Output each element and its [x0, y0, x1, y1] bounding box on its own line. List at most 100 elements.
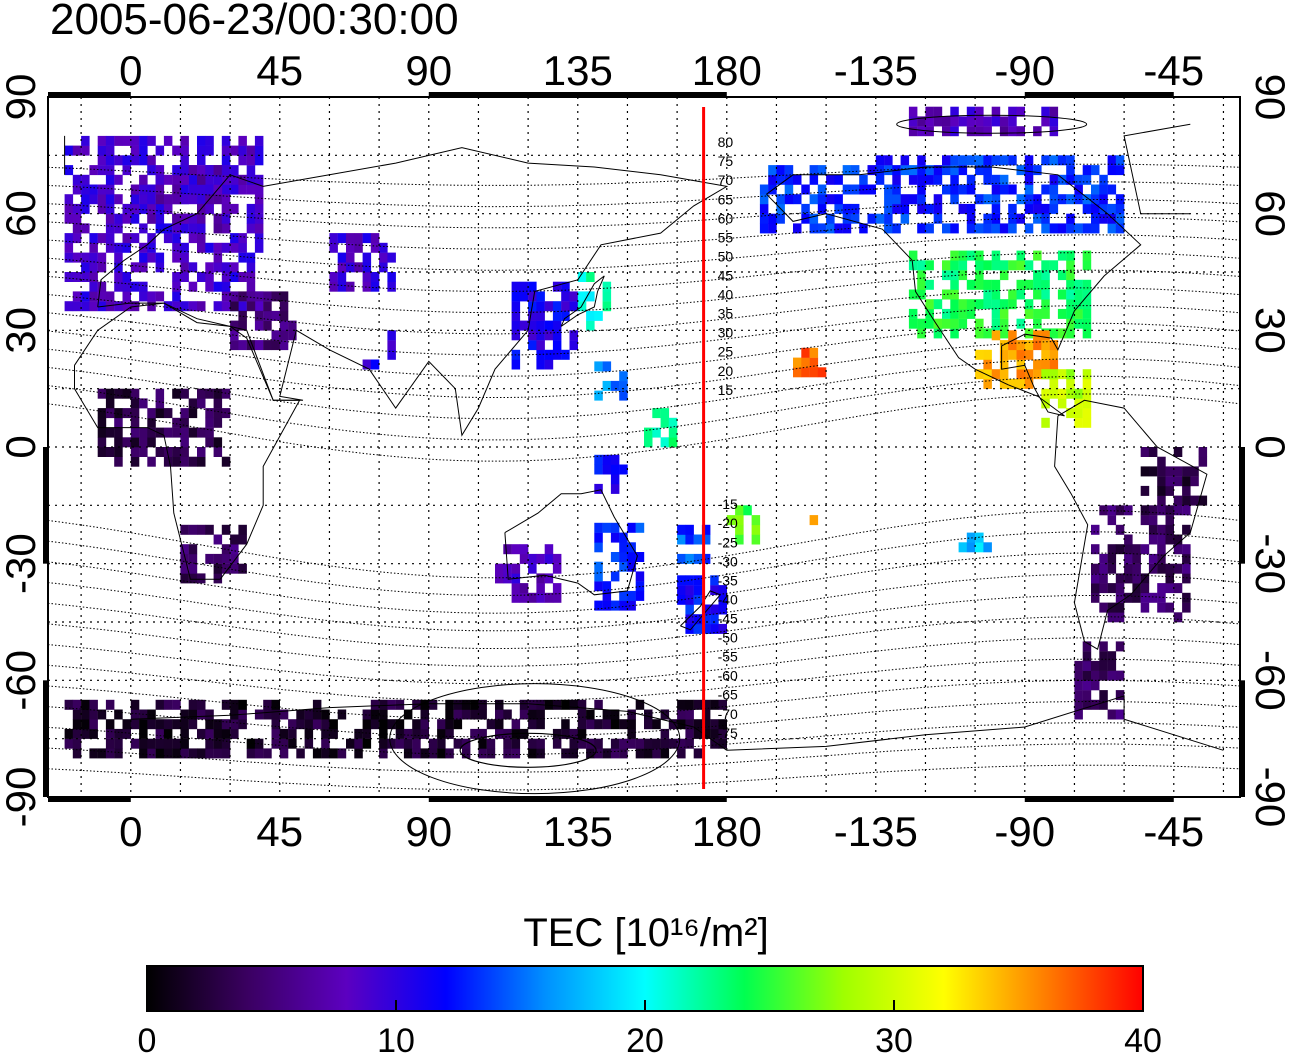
tec-cell	[1107, 670, 1117, 681]
tec-cell	[221, 291, 231, 302]
tec-cell	[197, 301, 206, 312]
tec-cell	[1115, 505, 1125, 516]
tec-cell	[122, 203, 131, 214]
tec-cell	[892, 184, 901, 195]
tec-cell	[1107, 213, 1117, 224]
tec-cell	[1066, 308, 1075, 319]
tec-cell	[254, 135, 264, 146]
tec-cell	[817, 165, 827, 176]
tec-cell	[478, 748, 487, 759]
tec-cell	[89, 272, 98, 282]
tec-cell	[1041, 203, 1050, 214]
tec-cell	[139, 719, 148, 730]
maglat-contour	[47, 287, 1241, 335]
tec-cell	[594, 719, 603, 730]
tec-cell	[114, 456, 123, 467]
tec-cell	[619, 552, 628, 562]
tec-cell	[528, 553, 537, 564]
tec-cell	[180, 388, 189, 399]
tec-cell	[519, 553, 529, 564]
tec-cell	[213, 573, 223, 584]
tec-cell	[114, 709, 123, 720]
tec-cell	[1124, 573, 1133, 584]
tec-cell	[519, 281, 529, 292]
tec-cell	[370, 272, 380, 282]
tec-cell	[89, 184, 98, 195]
tec-cell	[288, 719, 297, 730]
tec-cell	[619, 390, 628, 401]
tec-cell	[1132, 563, 1141, 574]
tec-cell	[850, 213, 860, 224]
tec-cell	[205, 135, 214, 146]
tec-cell	[114, 281, 123, 292]
tec-cell	[710, 575, 719, 586]
tec-cell	[1016, 279, 1025, 290]
tec-cell	[221, 388, 231, 399]
tec-cell	[610, 552, 620, 562]
tec-cell	[718, 728, 727, 739]
tec-cell	[1074, 709, 1083, 720]
tec-cell	[1107, 223, 1117, 234]
tec-cell	[263, 709, 272, 720]
colorbar-tick-label: 40	[1124, 1022, 1162, 1057]
tec-cell	[180, 301, 189, 312]
tec-cell	[917, 270, 926, 281]
tec-cell	[1024, 203, 1034, 214]
tec-cell	[139, 437, 148, 448]
tec-cell	[89, 699, 98, 710]
tec-cell	[130, 233, 140, 244]
tec-cell	[925, 299, 934, 310]
tec-cell	[97, 233, 107, 244]
tec-patch-20	[908, 250, 1092, 339]
tec-cell	[561, 291, 570, 302]
tec-cell	[1091, 223, 1100, 234]
tec-cell	[586, 272, 595, 282]
tec-cell	[1115, 213, 1125, 224]
tec-cell	[958, 250, 968, 261]
lat-tick-label-left: -30	[0, 533, 44, 594]
tec-cell	[999, 308, 1009, 319]
tec-cell	[1024, 308, 1034, 319]
tec-cell	[72, 203, 82, 214]
tec-patch-3	[230, 291, 297, 351]
tec-cell	[97, 447, 107, 457]
tec-cell	[701, 699, 711, 710]
coastline	[64, 123, 1191, 215]
tec-cell	[1099, 174, 1108, 185]
tec-cell	[114, 738, 123, 749]
tec-patch-9	[594, 454, 628, 494]
tec-cell	[942, 155, 951, 166]
tec-cell	[1091, 680, 1100, 691]
tec-cell	[1024, 299, 1034, 310]
tec-cell	[1099, 184, 1108, 195]
maglat-label: 70	[718, 172, 734, 188]
tec-cell	[155, 223, 165, 234]
tec-cell	[519, 291, 529, 302]
maglat-contour	[47, 340, 1241, 398]
tec-cell	[130, 262, 140, 273]
tec-cell	[180, 272, 189, 282]
tec-cell	[958, 299, 968, 310]
tec-cell	[387, 349, 396, 360]
tec-cell	[437, 738, 446, 749]
tec-cell	[362, 281, 372, 292]
tec-cell	[917, 318, 926, 329]
tec-cell	[337, 748, 347, 759]
tec-cell	[975, 349, 984, 360]
tec-cell	[751, 534, 761, 545]
tec-patch-24	[1140, 447, 1208, 506]
tec-cell	[395, 728, 405, 739]
tec-cell	[975, 318, 984, 329]
tec-cell	[486, 738, 496, 749]
tec-cell	[1091, 203, 1100, 214]
tec-cell	[230, 272, 239, 282]
tec-cell	[279, 748, 289, 759]
tec-cell	[983, 279, 992, 290]
tec-cell	[495, 563, 504, 574]
tec-cell	[105, 388, 115, 399]
tec-cell	[230, 262, 239, 273]
tec-cell	[230, 340, 239, 351]
tec-cell	[850, 184, 860, 195]
tec-cell	[975, 299, 984, 310]
tec-cell	[163, 233, 173, 244]
